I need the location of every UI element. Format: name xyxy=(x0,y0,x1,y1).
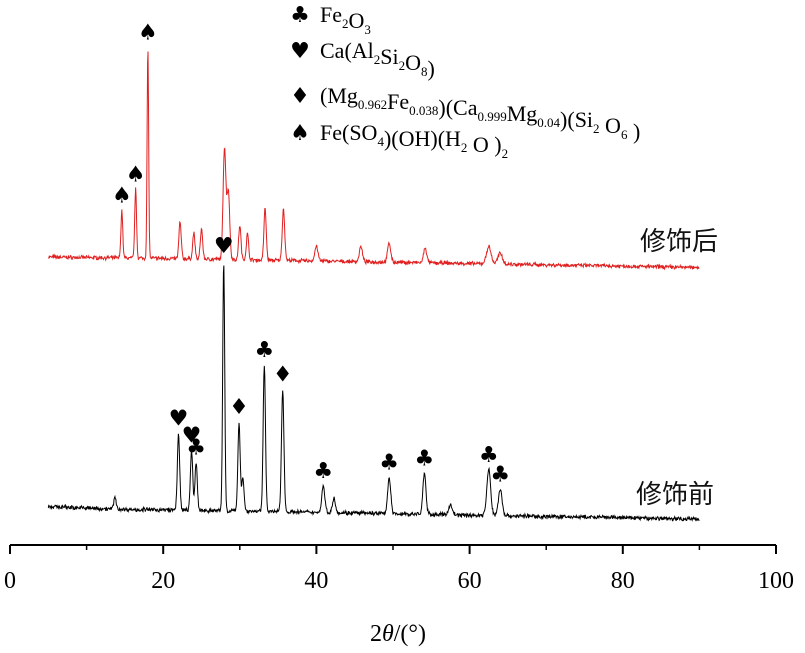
peak-marker: ♦ xyxy=(229,395,249,420)
peak-marker: ♠ xyxy=(138,21,158,46)
series-line xyxy=(48,51,700,271)
x-axis-title: 2θ/(°) xyxy=(370,621,426,647)
legend-entry: Fe(SO4)(OH)(H2 O )2 xyxy=(320,120,508,161)
x-tick-label: 20 xyxy=(151,568,175,594)
legend-entry: Ca(Al2Si2O8) xyxy=(320,38,435,81)
peak-marker: ♥ xyxy=(169,406,189,431)
legend-symbol: ♦ xyxy=(290,84,310,109)
series-line xyxy=(47,265,700,522)
legend-symbol: ♣ xyxy=(290,3,310,28)
peak-marker: ♣ xyxy=(415,447,435,472)
plot-area xyxy=(47,51,700,522)
legend-entry: Fe2O3 xyxy=(320,2,371,37)
peak-marker: ♠ xyxy=(126,162,146,187)
legend-entry: (Mg0.962Fe0.038)(Ca0.999Mg0.04)(Si2 O6 ) xyxy=(320,83,640,144)
peak-marker: ♥ xyxy=(214,234,234,259)
peak-marker: ♣ xyxy=(490,462,510,487)
peak-marker: ♦ xyxy=(273,362,293,387)
x-tick-label: 80 xyxy=(611,568,635,594)
peak-marker: ♣ xyxy=(254,338,274,363)
peak-marker: ♠ xyxy=(112,184,132,209)
x-tick-label: 100 xyxy=(758,568,794,594)
peak-marker: ♥ xyxy=(182,423,202,448)
x-tick-label: 40 xyxy=(304,568,328,594)
peak-marker: ♣ xyxy=(379,451,399,476)
legend: ♣ Fe2O3 ♥ Ca(Al2Si2O8) ♦ (Mg0.962Fe0.038)(Ca0… xyxy=(290,2,640,161)
peak-marker: ♣ xyxy=(186,435,206,460)
x-tick-label: 0 xyxy=(4,568,16,594)
series-label: 修饰后 xyxy=(640,227,718,257)
peak-markers: ♠♠♠♥♥♣♥♦♣♦♣ ♣ ♣ ♣♣ xyxy=(112,21,510,488)
x-axis: 0 20 40 60 80 100 xyxy=(4,544,794,594)
peak-marker: ♣ xyxy=(313,459,333,484)
legend-symbol: ♥ xyxy=(290,39,310,64)
x-tick-label: 60 xyxy=(458,568,482,594)
series-label: 修饰前 xyxy=(636,480,714,510)
legend-symbol: ♠ xyxy=(290,121,310,146)
peak-marker: ♣ xyxy=(479,443,499,468)
